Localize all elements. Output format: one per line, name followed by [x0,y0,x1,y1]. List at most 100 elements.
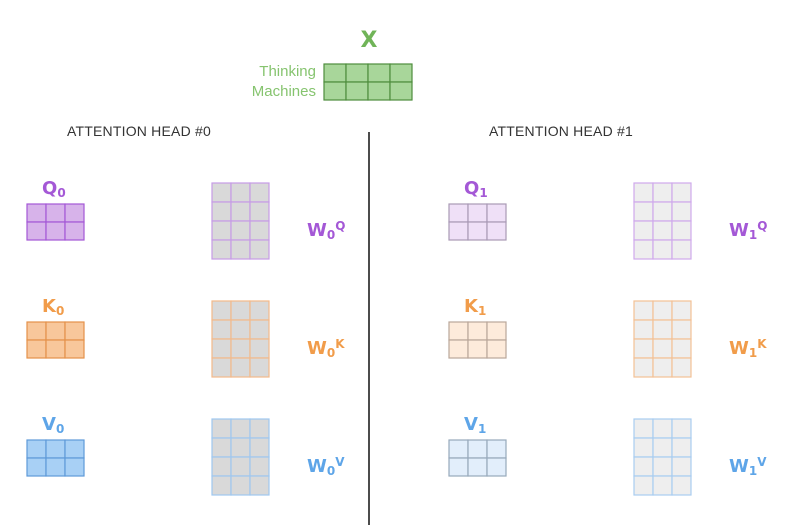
k-0-matrix-cell [26,339,47,359]
w-k-0-matrix-cell [230,357,251,378]
w-q-0-matrix-cell [230,239,251,260]
w-v-0-matrix-cell [249,475,270,496]
w-q-0-label: W0Q [307,219,345,242]
head-0-title: ATTENTION HEAD #0 [67,123,211,139]
w-k-0-matrix-cell [211,300,232,321]
x-matrix-grid-cell [367,81,391,101]
q-0-matrix-cell [26,203,47,223]
attention-head-1: Q1 W1Q K1 W1K V1 W1V [448,178,767,496]
w-k-0-matrix-cell [249,338,270,359]
q-1-label: Q1 [464,178,488,200]
k-1-label: K1 [464,296,486,318]
v-0-label: V0 [42,414,64,436]
x-matrix-grid-cell [323,63,347,83]
v-0-matrix-cell [26,439,47,459]
w-v-1-matrix-cell [652,437,673,458]
w-k-0-matrix-cell [230,300,251,321]
w-k-0-matrix-cell [249,319,270,340]
w-q-0-matrix-cell [249,201,270,222]
k-1-matrix-cell [486,321,507,341]
v-1-matrix-cell [486,439,507,459]
x-word-1: Thinking [259,63,316,80]
q-1-matrix [448,203,507,241]
w-v-0-label: W0V [307,455,345,478]
k-1-matrix [448,321,507,359]
k-0-matrix-cell [45,339,66,359]
k-1-matrix-cell [448,321,469,341]
v-1-matrix-cell [448,439,469,459]
v-0-matrix-cell [26,457,47,477]
w-k-1-matrix-cell [671,338,692,359]
w-k-1-matrix-cell [633,357,654,378]
w-k-1-matrix-cell [633,338,654,359]
w-q-1-matrix-cell [671,182,692,203]
v-1-matrix-cell [486,457,507,477]
q-1-matrix-cell [467,203,488,223]
w-v-0-matrix-cell [211,437,232,458]
w-k-0-matrix-cell [249,300,270,321]
v-0-matrix-cell [64,439,85,459]
k-1-matrix-cell [467,321,488,341]
w-k-1-matrix-cell [652,357,673,378]
w-k-0-matrix-cell [230,338,251,359]
w-v-1-matrix-cell [633,418,654,439]
v-1-matrix [448,439,507,477]
w-q-0-matrix-cell [211,182,232,203]
v-0-matrix-cell [45,457,66,477]
q-0-matrix-cell [64,203,85,223]
w-v-0-matrix-cell [249,418,270,439]
q-0-matrix-cell [45,203,66,223]
v-0-matrix-cell [45,439,66,459]
q-1-matrix-cell [467,221,488,241]
q-1-matrix-cell [448,203,469,223]
v-0-matrix [26,439,85,477]
w-k-1-matrix-cell [652,319,673,340]
w-q-0-matrix-cell [249,182,270,203]
w-k-0-matrix-cell [211,357,232,378]
w-v-1-matrix-cell [633,456,654,477]
w-k-1-matrix-cell [652,300,673,321]
w-q-1-matrix-cell [671,220,692,241]
w-q-1-matrix-cell [671,239,692,260]
w-k-0-matrix [211,300,270,378]
head-1-title: ATTENTION HEAD #1 [489,123,633,139]
w-v-1-matrix-cell [633,437,654,458]
x-input-block: X Thinking Machines [252,28,413,101]
w-k-1-matrix-cell [633,300,654,321]
k-0-matrix-cell [64,321,85,341]
w-q-1-matrix-cell [633,239,654,260]
x-matrix-grid [323,63,413,101]
w-k-0-matrix-cell [230,319,251,340]
x-label: X [361,28,378,53]
w-q-0-matrix-cell [211,239,232,260]
w-v-0-matrix-cell [230,437,251,458]
x-matrix [323,63,413,101]
w-q-0-matrix-cell [230,182,251,203]
w-v-0-matrix-cell [249,456,270,477]
w-q-1-matrix-cell [652,220,673,241]
w-q-1-matrix-cell [633,182,654,203]
w-k-0-matrix-cell [211,319,232,340]
v-1-matrix-cell [448,457,469,477]
k-1-matrix-cell [486,339,507,359]
w-q-1-matrix-cell [633,201,654,222]
x-word-2: Machines [252,83,316,100]
w-v-0-matrix-cell [211,475,232,496]
attention-head-0: Q0 W0Q K0 W0K V0 W0V [26,178,345,496]
w-v-1-matrix-cell [671,475,692,496]
w-k-1-matrix [633,300,692,378]
w-q-1-matrix-cell [652,182,673,203]
w-k-1-matrix-cell [671,300,692,321]
w-k-1-label: W1K [729,337,767,360]
x-matrix-grid-cell [389,81,413,101]
w-v-0-matrix-cell [230,475,251,496]
v-1-matrix-cell [467,457,488,477]
w-v-1-matrix-cell [652,418,673,439]
q-1-matrix-cell [448,221,469,241]
x-matrix-grid-cell [389,63,413,83]
q-0-matrix [26,203,85,241]
k-1-matrix-cell [467,339,488,359]
w-k-0-label: W0K [307,337,345,360]
q-0-matrix-cell [64,221,85,241]
